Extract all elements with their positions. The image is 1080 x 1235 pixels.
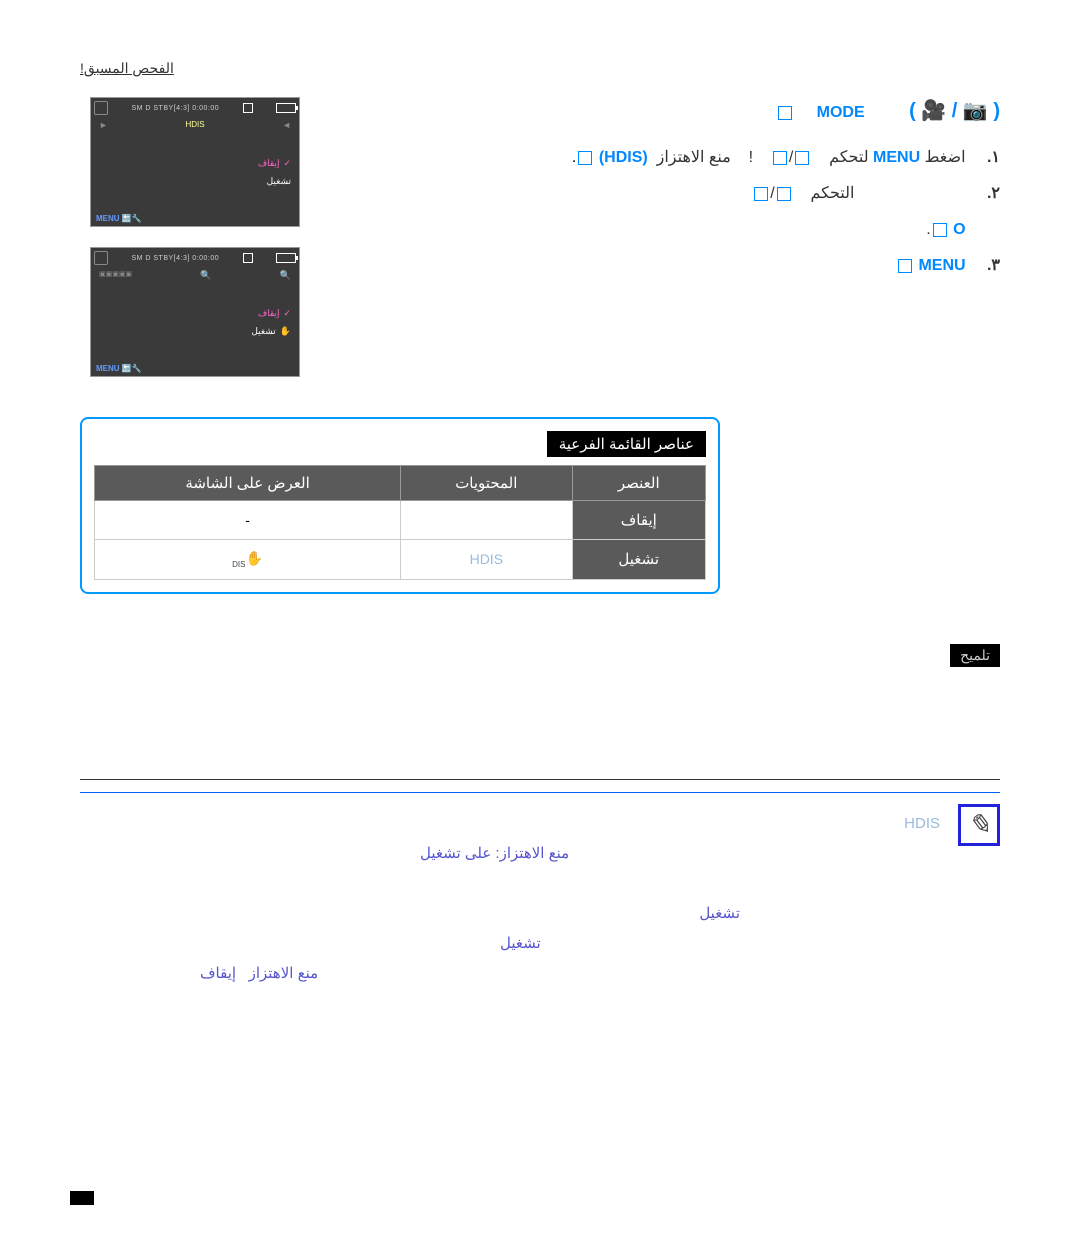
submenu-box: عناصر القائمة الفرعية العنصر المحتويات ا…	[80, 417, 720, 594]
page-number-marker	[70, 1191, 94, 1205]
menu-button-label-2: MENU	[918, 257, 965, 274]
step-2: ٢. التحكم /	[390, 178, 1000, 210]
th-element: العنصر	[572, 466, 705, 501]
ok-label: O	[953, 221, 965, 238]
table-row: تشغيل HDIS ✋DIS	[95, 540, 706, 580]
th-content: المحتويات	[401, 466, 572, 501]
lcd-item-on-2: ✋ تشغيل	[251, 326, 291, 337]
divider	[80, 779, 1000, 780]
square-icon	[778, 106, 792, 120]
camera-mode-icon	[94, 251, 108, 265]
divider-blue	[80, 792, 1000, 793]
precheck-label: الفحص المسبق!	[80, 60, 1000, 77]
hand-icon: ✋DIS	[95, 540, 401, 580]
camera-mode-icon	[94, 101, 108, 115]
step-2b: O .	[390, 214, 1000, 246]
submenu-title: عناصر القائمة الفرعية	[547, 431, 706, 457]
lcd-screenshot-2: 0:00:00 [4:3]SM D STBY 🔍🔍▣▣▣▣▣ ✓ إيقاف ✋…	[90, 247, 300, 377]
step-1: ١. اضغط MENU لتحكم / ! منع الاهتزاز (HDI…	[390, 142, 1000, 174]
menu-button-label: MENU	[873, 149, 920, 166]
battery-icon	[276, 103, 296, 113]
th-display: العرض على الشاشة	[95, 466, 401, 501]
lcd-item-off-2: ✓ إيقاف	[258, 308, 291, 319]
lcd-screenshot-1: 0:00:00 [4:3]SM D STBY ◄HDIS► ✓ إيقاف تش…	[90, 97, 300, 227]
note-icon: ✎	[958, 804, 1000, 846]
table-row: إيقاف -	[95, 501, 706, 540]
tip-label: تلميح	[950, 644, 1000, 667]
battery-icon	[276, 253, 296, 263]
lcd-item-off: ✓ إيقاف	[258, 158, 291, 169]
mode-line: ( 📷 / 🎥 ) MODE	[390, 97, 1000, 127]
mode-button-label: MODE	[817, 104, 865, 121]
submenu-table: العنصر المحتويات العرض على الشاشة إيقاف …	[94, 465, 706, 580]
lcd-item-on: تشغيل	[267, 176, 291, 187]
step-3: ٣. MENU	[390, 250, 1000, 282]
camera-icons: ( 📷 / 🎥 )	[909, 100, 1000, 122]
note-box: ✎ HDIS منع الاهتزاز: على تشغيل تشغيل تشغ…	[80, 799, 1000, 989]
